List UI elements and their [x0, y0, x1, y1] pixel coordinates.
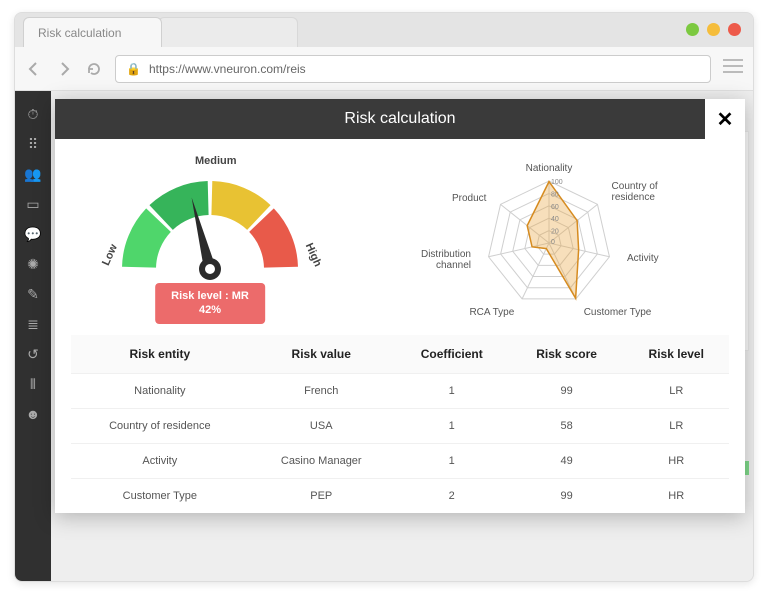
sidebar-group-icon[interactable]: 👥	[15, 159, 51, 189]
table-cell: French	[249, 374, 394, 409]
risk-level-badge: Risk level : MR 42%	[155, 283, 265, 324]
lock-icon: 🔒	[126, 62, 141, 76]
browser-tab[interactable]: Risk calculation	[23, 17, 162, 47]
svg-text:channel: channel	[436, 260, 471, 271]
table-cell: Country of residence	[71, 409, 249, 444]
table-header-cell: Risk score	[510, 335, 624, 374]
table-cell: 1	[394, 374, 510, 409]
table-header-cell: Coefficient	[394, 335, 510, 374]
sidebar-card-icon[interactable]: ▭	[15, 189, 51, 219]
table-cell: 49	[510, 444, 624, 479]
svg-text:60: 60	[551, 204, 559, 211]
sidebar-gear-icon[interactable]: ✺	[15, 249, 51, 279]
sidebar-usercog-icon[interactable]: ☻	[15, 399, 51, 429]
tab-bar: Risk calculation	[15, 13, 753, 47]
gauge-chart: Low Medium High Risk level : MR 42%	[71, 151, 349, 331]
table-cell: LR	[623, 374, 729, 409]
minimize-dot[interactable]	[686, 23, 699, 36]
close-dot[interactable]	[728, 23, 741, 36]
radar-svg: 0 20 40 60 80 100 Nationality Country ofresiden…	[369, 151, 729, 331]
modal-close-button[interactable]: ✕	[705, 99, 745, 139]
table-cell: 58	[510, 409, 624, 444]
table-row: ActivityCasino Manager149HR	[71, 444, 729, 479]
modal-body: Low Medium High Risk level : MR 42% 0 20 4…	[55, 139, 745, 513]
forward-button[interactable]	[55, 60, 73, 78]
risk-table: Risk entityRisk valueCoefficientRisk sco…	[71, 335, 729, 513]
gauge-svg	[100, 151, 320, 281]
sidebar-history-icon[interactable]: ↺	[15, 339, 51, 369]
sidebar-dashboard-icon[interactable]: ⏱	[15, 99, 51, 129]
table-cell: 99	[510, 374, 624, 409]
table-cell: Nationality	[71, 374, 249, 409]
table-body: NationalityFrench199LRCountry of residen…	[71, 374, 729, 514]
url-input[interactable]: 🔒 https://www.vneuron.com/reis	[115, 55, 711, 83]
risk-badge-line1: Risk level : MR	[171, 289, 249, 303]
svg-text:Activity: Activity	[627, 253, 659, 264]
table-cell: Customer Type	[71, 479, 249, 514]
table-row: Country of residenceUSA158LR	[71, 409, 729, 444]
svg-text:0: 0	[551, 239, 555, 246]
charts-row: Low Medium High Risk level : MR 42% 0 20 4…	[71, 151, 729, 331]
traffic-lights	[686, 23, 741, 36]
svg-text:Country of: Country of	[612, 181, 658, 192]
svg-text:Distribution: Distribution	[421, 249, 471, 260]
table-header-cell: Risk entity	[71, 335, 249, 374]
table-cell: 1	[394, 409, 510, 444]
svg-text:20: 20	[551, 229, 559, 236]
sidebar-edit-icon[interactable]: ✎	[15, 279, 51, 309]
table-cell: 2	[394, 479, 510, 514]
table-row: Customer TypePEP299HR	[71, 479, 729, 514]
modal-title: Risk calculation	[344, 110, 455, 128]
browser-tab-inactive[interactable]	[158, 17, 298, 47]
table-cell: LR	[623, 409, 729, 444]
table-cell: 1	[394, 444, 510, 479]
table-cell: 99	[510, 479, 624, 514]
sidebar-users-icon[interactable]: ⠿	[15, 129, 51, 159]
table-cell: HR	[623, 444, 729, 479]
browser-window: Risk calculation 🔒 https://www.vneuron.c…	[14, 12, 754, 582]
sidebar-bars-icon[interactable]: ⫴	[15, 369, 51, 399]
svg-text:Product: Product	[452, 193, 487, 204]
table-cell: USA	[249, 409, 394, 444]
app-sidebar: ⏱ ⠿ 👥 ▭ 💬 ✺ ✎ ≣ ↺ ⫴ ☻	[15, 91, 51, 581]
reload-button[interactable]	[85, 60, 103, 78]
risk-badge-line2: 42%	[171, 303, 249, 317]
table-header-cell: Risk value	[249, 335, 394, 374]
svg-text:Nationality: Nationality	[526, 163, 573, 174]
table-row: NationalityFrench199LR	[71, 374, 729, 409]
svg-text:40: 40	[551, 216, 559, 223]
risk-modal: Risk calculation ✕ Low Medium High Risk …	[55, 99, 745, 513]
url-bar: 🔒 https://www.vneuron.com/reis	[15, 47, 753, 91]
page-content: ✱ Das ⏱ ⠿ 👥 ▭ 💬 ✺ ✎ ≣ ↺ ⫴ ☻ Risk calcula…	[15, 91, 753, 581]
table-cell: PEP	[249, 479, 394, 514]
svg-text:Customer Type: Customer Type	[584, 307, 652, 318]
url-text: https://www.vneuron.com/reis	[149, 62, 306, 76]
svg-text:80: 80	[551, 191, 559, 198]
tab-title: Risk calculation	[38, 26, 121, 40]
menu-button[interactable]	[723, 59, 743, 78]
svg-text:100: 100	[551, 179, 563, 186]
table-header-cell: Risk level	[623, 335, 729, 374]
svg-text:residence: residence	[612, 192, 656, 203]
sidebar-chat-icon[interactable]: 💬	[15, 219, 51, 249]
table-cell: HR	[623, 479, 729, 514]
svg-text:RCA Type: RCA Type	[469, 307, 514, 318]
radar-chart: 0 20 40 60 80 100 Nationality Country ofresiden…	[369, 151, 729, 331]
gauge-medium-label: Medium	[195, 155, 237, 167]
back-button[interactable]	[25, 60, 43, 78]
sidebar-list-icon[interactable]: ≣	[15, 309, 51, 339]
maximize-dot[interactable]	[707, 23, 720, 36]
modal-header: Risk calculation ✕	[55, 99, 745, 139]
table-cell: Activity	[71, 444, 249, 479]
table-cell: Casino Manager	[249, 444, 394, 479]
table-header-row: Risk entityRisk valueCoefficientRisk sco…	[71, 335, 729, 374]
